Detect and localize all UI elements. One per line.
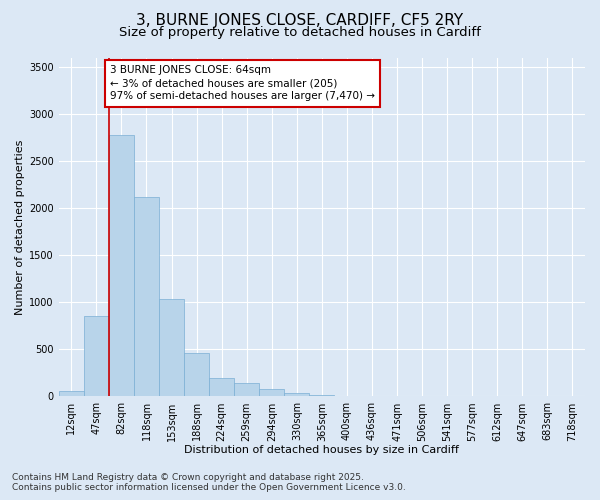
Text: Size of property relative to detached houses in Cardiff: Size of property relative to detached ho… bbox=[119, 26, 481, 39]
Bar bbox=[109, 134, 134, 396]
Y-axis label: Number of detached properties: Number of detached properties bbox=[15, 140, 25, 314]
Bar bbox=[159, 298, 184, 396]
X-axis label: Distribution of detached houses by size in Cardiff: Distribution of detached houses by size … bbox=[184, 445, 460, 455]
Bar bbox=[209, 378, 234, 396]
Bar bbox=[310, 394, 334, 396]
Bar bbox=[84, 316, 109, 396]
Bar bbox=[284, 392, 310, 396]
Bar bbox=[184, 353, 209, 397]
Bar bbox=[59, 392, 84, 396]
Text: Contains HM Land Registry data © Crown copyright and database right 2025.
Contai: Contains HM Land Registry data © Crown c… bbox=[12, 473, 406, 492]
Bar bbox=[134, 197, 159, 396]
Bar bbox=[259, 390, 284, 396]
Bar bbox=[234, 383, 259, 396]
Text: 3 BURNE JONES CLOSE: 64sqm
← 3% of detached houses are smaller (205)
97% of semi: 3 BURNE JONES CLOSE: 64sqm ← 3% of detac… bbox=[110, 65, 375, 102]
Text: 3, BURNE JONES CLOSE, CARDIFF, CF5 2RY: 3, BURNE JONES CLOSE, CARDIFF, CF5 2RY bbox=[136, 12, 464, 28]
